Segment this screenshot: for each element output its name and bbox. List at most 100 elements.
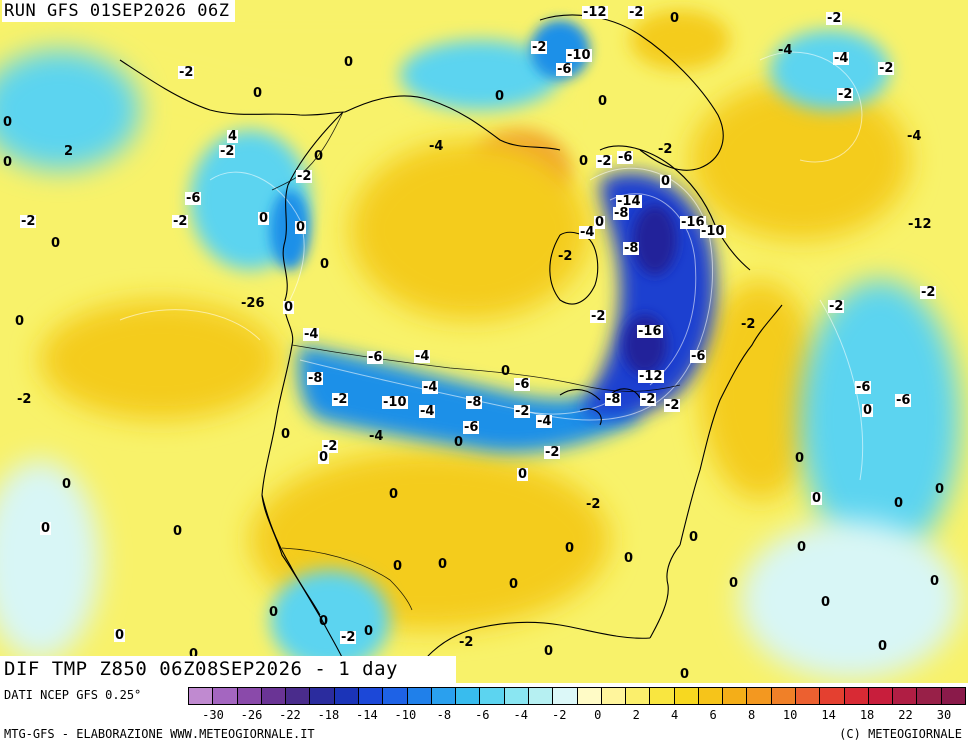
- warm-anomaly-region: [700, 280, 820, 500]
- contour-value-label: -2: [219, 144, 236, 159]
- cold-anomaly-region: [530, 20, 590, 80]
- legend-swatch: [237, 688, 262, 704]
- contour-value-label: 0: [565, 541, 575, 556]
- data-source: DATI NCEP GFS 0.25°: [4, 688, 142, 702]
- legend-tick-label: 30: [936, 708, 952, 722]
- contour-value-label: -2: [586, 497, 601, 512]
- coastline-baja: [261, 494, 321, 616]
- contour-value-label: 0: [598, 94, 608, 109]
- contour-value-label: -6: [514, 377, 531, 392]
- contour-value-label: -2: [628, 5, 645, 20]
- contour-value-label: -4: [303, 327, 320, 342]
- contour-value-label: -2: [826, 11, 843, 26]
- contour-value-label: 0: [935, 482, 945, 497]
- contour-value-label: 0: [114, 628, 126, 643]
- border-usa-mexico: [281, 547, 413, 611]
- contour-value-label: -2: [332, 392, 349, 407]
- credit-right: (C) METEOGIORNALE: [839, 727, 962, 741]
- contour-value-label: -4: [414, 349, 431, 364]
- contour-value-label: 0: [3, 155, 13, 170]
- contour-value-label: 0: [62, 477, 72, 492]
- legend-swatch: [407, 688, 432, 704]
- legend-swatch: [480, 688, 505, 704]
- warm-anomaly-region: [350, 140, 590, 320]
- contour-value-label: -4: [429, 139, 444, 154]
- legend-swatch: [747, 688, 772, 704]
- legend-swatch: [528, 688, 554, 704]
- cold-anomaly-core: [580, 172, 716, 419]
- contour-value-label: -4: [833, 51, 850, 66]
- legend-swatch: [358, 688, 384, 704]
- contour-value-label: 0: [438, 557, 448, 572]
- legend-tick-label: -22: [279, 708, 301, 722]
- cool-anomaly-region: [800, 280, 960, 560]
- contour-value-label: -2: [531, 40, 548, 55]
- contour-value-label: -2: [741, 317, 756, 332]
- contour-value-label: -6: [895, 393, 912, 408]
- contour-value-label: 2: [64, 144, 74, 159]
- legend-tick-label: -10: [394, 708, 417, 722]
- contour-value-label: 0: [544, 644, 554, 659]
- coastline-great-lakes: [559, 388, 641, 426]
- warm-anomaly-region: [630, 10, 730, 70]
- contour-value-label: -2: [658, 142, 673, 157]
- coastline-florida: [649, 544, 681, 639]
- contour-value-label: -14: [616, 194, 642, 209]
- legend-swatch: [674, 688, 699, 704]
- legend-swatch: [844, 688, 869, 704]
- contour-value-label: 0: [579, 154, 589, 169]
- legend-swatch: [261, 688, 287, 704]
- contour-value-label: -8: [307, 371, 324, 386]
- contour-value-label: 0: [344, 55, 354, 70]
- legend-tick-label: 2: [632, 708, 640, 722]
- legend-tick-label: -14: [356, 708, 378, 722]
- contour-value-label: -10: [382, 395, 408, 410]
- contour-value-label: -2: [172, 214, 189, 229]
- contour-value-label: 0: [795, 451, 805, 466]
- legend-tick-label: 18: [859, 708, 875, 722]
- credit-left: MTG-GFS - ELABORAZIONE WWW.METEOGIORNALE…: [4, 727, 315, 741]
- contour-value-label: 0: [509, 577, 519, 592]
- contour-value-label: -16: [637, 324, 663, 339]
- coastline-labrador: [599, 145, 751, 271]
- legend-tick-label: 10: [782, 708, 798, 722]
- contour-value-label: 0: [189, 647, 199, 662]
- isotherm-contour: [209, 171, 305, 301]
- legend-tick-label: 6: [709, 708, 717, 722]
- contour-value-label: -2: [837, 87, 854, 102]
- contour-value-label: 0: [670, 11, 680, 26]
- coastline-atlantic: [679, 304, 783, 546]
- cool-anomaly-region: [0, 460, 100, 660]
- color-legend-bar: [188, 687, 966, 705]
- legend-tick-label: 0: [594, 708, 602, 722]
- contour-value-label: 0: [680, 667, 690, 682]
- legend-tick-label: -26: [240, 708, 263, 722]
- contour-value-label: -12: [908, 217, 932, 232]
- map-title: DIF TMP Z850 06Z08SEP2026 - 1 day: [0, 656, 456, 683]
- legend-swatch: [626, 688, 651, 704]
- legend-swatch: [796, 688, 821, 704]
- legend-swatch: [456, 688, 481, 704]
- legend-swatch: [601, 688, 627, 704]
- legend-tick-label: -8: [436, 708, 452, 722]
- legend-swatch: [893, 688, 918, 704]
- contour-value-label: 0: [930, 574, 940, 589]
- contour-value-label: 0: [314, 149, 324, 164]
- legend-swatch: [431, 688, 457, 704]
- contour-value-label: -2: [590, 309, 607, 324]
- contour-value-label: -2: [920, 285, 937, 300]
- legend-swatch: [820, 688, 845, 704]
- legend-tick-label: 22: [898, 708, 913, 722]
- contour-value-label: 0: [3, 115, 13, 130]
- contour-value-label: 0: [393, 559, 403, 574]
- contour-value-label: -2: [178, 65, 195, 80]
- map-canvas: [0, 0, 968, 683]
- contour-value-label: -6: [556, 62, 573, 77]
- contour-value-label: 0: [364, 624, 374, 639]
- legend-tick-label: 8: [748, 708, 756, 722]
- contour-value-label: 0: [894, 496, 904, 511]
- legend-swatch: [577, 688, 602, 704]
- isotherm-contour: [759, 51, 863, 163]
- coastline-alaska: [119, 59, 346, 116]
- legend-swatch: [286, 688, 311, 704]
